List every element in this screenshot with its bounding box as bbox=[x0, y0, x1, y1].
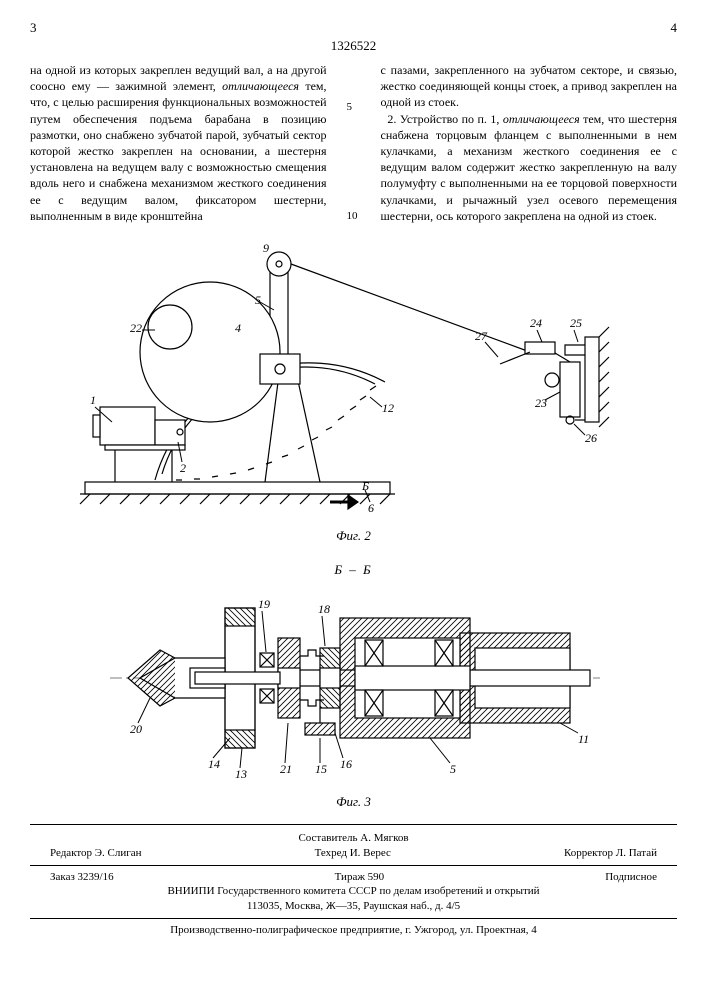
tirazh: Тираж 590 bbox=[335, 870, 385, 885]
left-col-number: 3 bbox=[30, 20, 37, 36]
fig2-label-4: 4 bbox=[235, 321, 241, 335]
fig3-label-21: 21 bbox=[280, 762, 292, 776]
corrector: Корректор Л. Патай bbox=[564, 846, 657, 861]
address1: 113035, Москва, Ж—35, Раушская наб., д. … bbox=[30, 899, 677, 914]
vniipi: ВНИИПИ Государственного комитета СССР по… bbox=[30, 884, 677, 899]
figure-2: 1 2 4 5 6 9 12 22 23 24 25 26 bbox=[30, 242, 677, 544]
fig3-label-18: 18 bbox=[318, 602, 330, 616]
fig2-section-letter: Б bbox=[361, 479, 369, 493]
right-column-text: с пазами, закрепленного на зубчатом сект… bbox=[381, 62, 678, 224]
fig3-label-5: 5 bbox=[450, 762, 456, 776]
fig2-label-24: 24 bbox=[530, 316, 542, 330]
figure-2-caption: Фиг. 2 bbox=[30, 528, 677, 544]
fig2-label-27: 27 bbox=[475, 329, 488, 343]
separator-line bbox=[30, 824, 677, 825]
right-col-number: 4 bbox=[671, 20, 678, 36]
figure-3-section-title: Б – Б bbox=[30, 562, 677, 578]
line-number-gutter: 5 10 bbox=[347, 62, 361, 224]
fig3-label-19: 19 bbox=[258, 597, 270, 611]
figure-3-caption: Фиг. 3 bbox=[30, 794, 677, 810]
claims-text: на одной из которых закреплен ведущий ва… bbox=[30, 62, 677, 224]
right-column: с пазами, закрепленного на зубчатом сект… bbox=[381, 62, 678, 224]
fig3-label-11: 11 bbox=[578, 732, 589, 746]
podpisnoe: Подписное bbox=[605, 870, 657, 885]
line-marker: 5 bbox=[347, 100, 361, 115]
patent-page: 3 4 1326522 на одной из которых закрепле… bbox=[0, 0, 707, 958]
fig3-label-16: 16 bbox=[340, 757, 352, 771]
fig3-label-13: 13 bbox=[235, 767, 247, 781]
fig2-label-26: 26 bbox=[585, 431, 597, 445]
editor: Редактор Э. Слиган bbox=[50, 846, 142, 861]
line-marker: 10 bbox=[347, 209, 361, 224]
fig2-label-9: 9 bbox=[263, 242, 269, 255]
fig2-label-23: 23 bbox=[535, 396, 547, 410]
compiler: Составитель А. Мягков bbox=[30, 831, 677, 846]
left-column-text: на одной из которых закреплен ведущий ва… bbox=[30, 62, 327, 224]
fig2-label-5: 5 bbox=[255, 293, 261, 307]
figure-3-svg: 20 14 13 21 15 16 5 11 18 19 bbox=[30, 578, 670, 788]
fig2-label-2: 2 bbox=[180, 461, 186, 475]
press: Производственно-полиграфическое предприя… bbox=[30, 923, 677, 938]
figure-2-svg: 1 2 4 5 6 9 12 22 23 24 25 26 bbox=[30, 242, 670, 522]
figure-3: Б – Б bbox=[30, 562, 677, 810]
fig2-label-6: 6 bbox=[368, 501, 374, 515]
fig2-label-22: 22 bbox=[130, 321, 142, 335]
patent-number: 1326522 bbox=[30, 38, 677, 54]
fig3-label-15: 15 bbox=[315, 762, 327, 776]
fig2-label-1: 1 bbox=[90, 393, 96, 407]
fig2-label-12: 12 bbox=[382, 401, 394, 415]
techred: Техред И. Верес bbox=[315, 846, 391, 861]
fig2-label-25: 25 bbox=[570, 316, 582, 330]
left-column: на одной из которых закреплен ведущий ва… bbox=[30, 62, 327, 224]
fig3-label-14: 14 bbox=[208, 757, 220, 771]
fig3-label-20: 20 bbox=[130, 722, 142, 736]
header-column-numbers: 3 4 bbox=[30, 20, 677, 36]
order: Заказ 3239/16 bbox=[50, 870, 114, 885]
colophon: Составитель А. Мягков Редактор Э. Слиган… bbox=[30, 831, 677, 938]
